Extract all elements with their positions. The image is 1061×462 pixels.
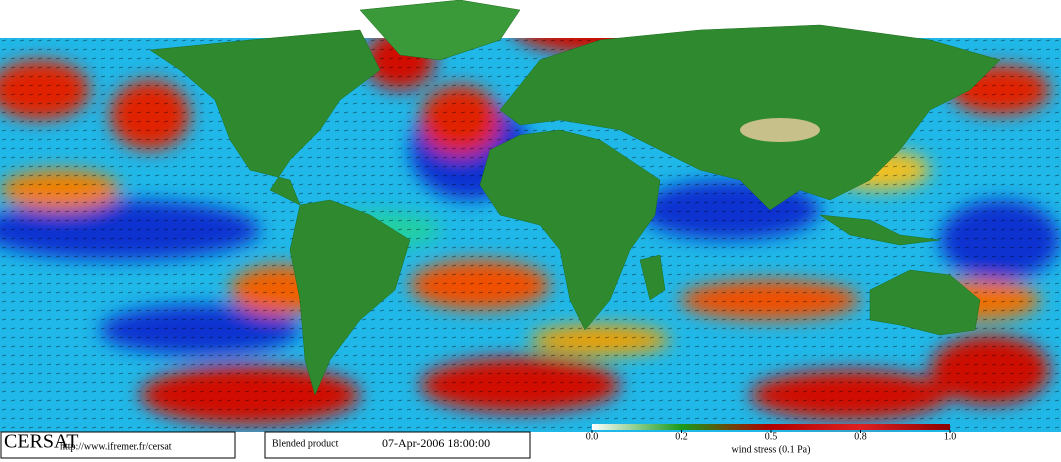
colorbar-tick-label: 0.8: [854, 431, 867, 442]
colorbar-tick-label: 0.2: [675, 431, 688, 442]
colorbar-tick-label: 0.0: [586, 431, 599, 442]
footer: CERSAT http://www.ifremer.fr/cersat Blen…: [0, 424, 950, 459]
colorbar: [592, 424, 950, 430]
logo-box: [0, 431, 236, 459]
product-box: [264, 431, 531, 459]
land: [149, 0, 1001, 396]
logo: CERSAT: [4, 431, 78, 453]
product: Blended product: [272, 438, 339, 449]
colorbar-tick-label: 0.5: [765, 431, 778, 442]
timestamp: 07-Apr-2006 18:00:00: [382, 436, 490, 450]
url: http://www.ifremer.fr/cersat: [60, 441, 172, 452]
colorbar-tick-label: 1.0: [944, 431, 957, 442]
colorbar-label: wind stress (0.1 Pa): [732, 444, 811, 455]
